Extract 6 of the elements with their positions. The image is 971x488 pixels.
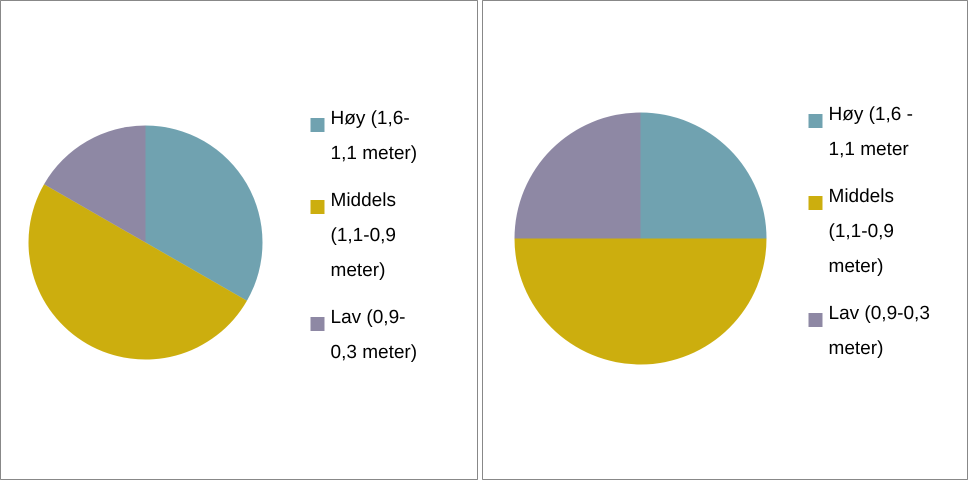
legend-label: Lav (0,9-0,3 meter) [330, 307, 418, 363]
legend-label: Lav (0,9-0,3 meter) [828, 303, 930, 359]
legend-label: Middels (1,1-0,9 meter) [330, 190, 396, 281]
legend-label: Høy (1,6-1,1 meter) [330, 108, 418, 164]
legend-label: Middels (1,1-0,9 meter) [828, 186, 894, 277]
legend-label: Høy (1,6 -1,1 meter [828, 104, 913, 160]
